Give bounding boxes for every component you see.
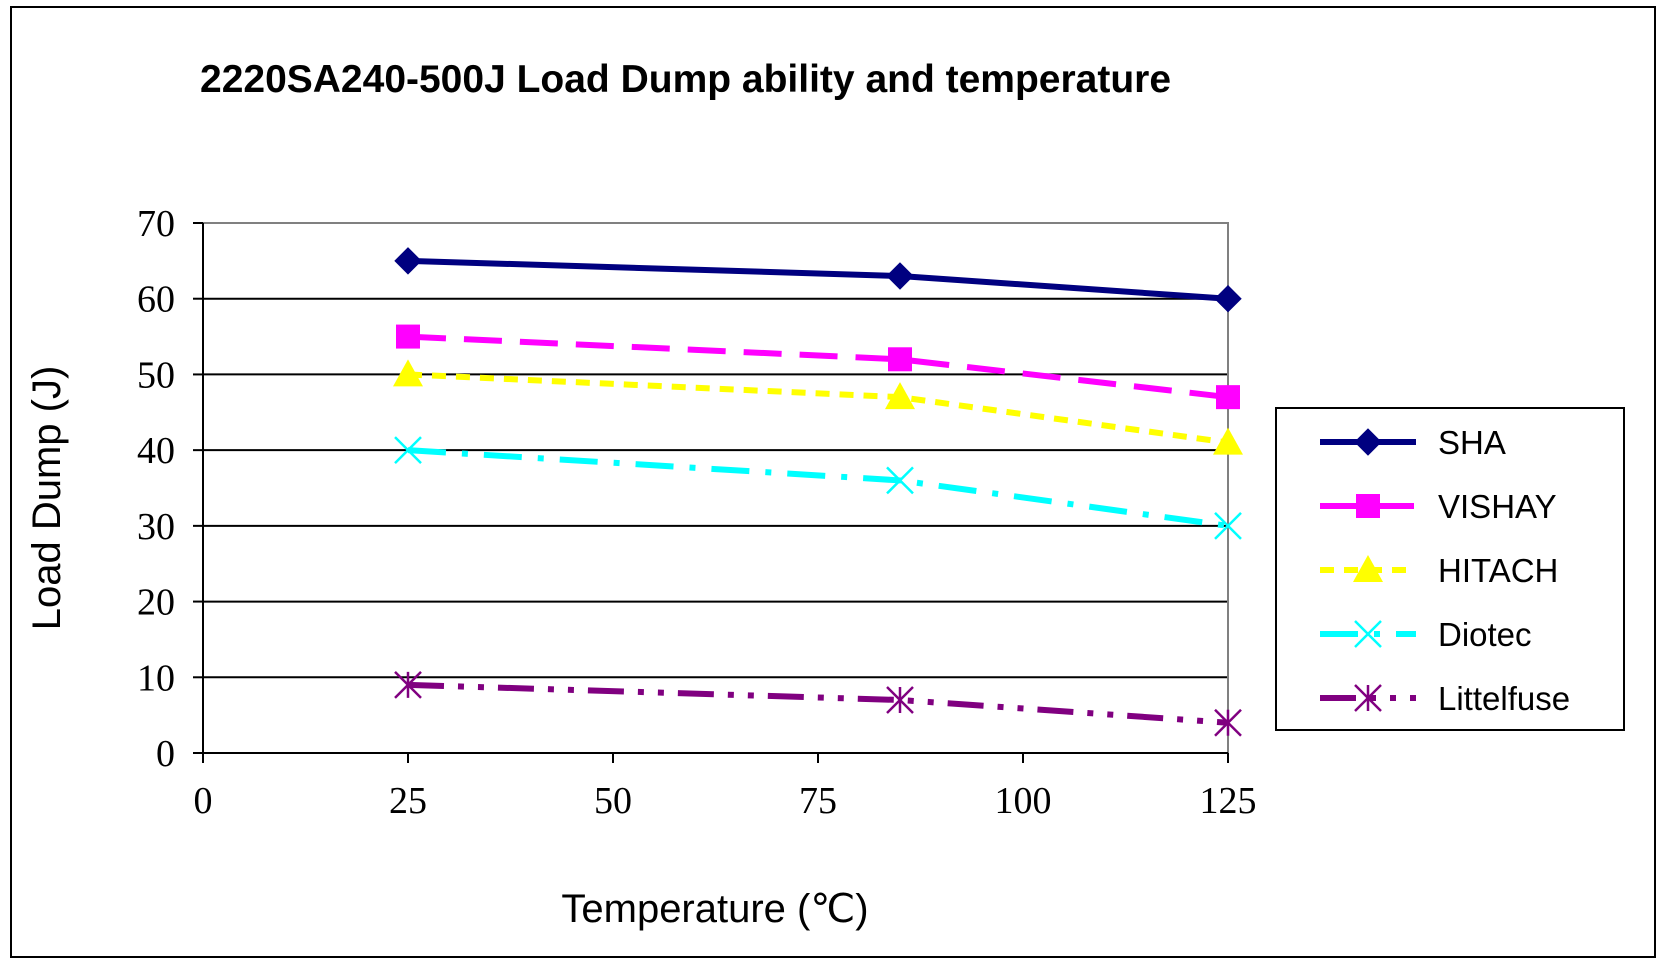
plot-area bbox=[202, 222, 1229, 754]
data-point-diotec bbox=[1214, 511, 1242, 540]
data-point-diotec bbox=[886, 466, 914, 495]
y-axis-title: Load Dump (J) bbox=[25, 366, 69, 631]
legend-marker-vishay bbox=[1356, 494, 1380, 518]
x-tick-label: 100 bbox=[995, 780, 1052, 822]
y-tick-label: 50 bbox=[137, 354, 175, 396]
legend: SHA VISHAY HITACH Diotec Littelfuse bbox=[1275, 407, 1625, 731]
x-tick-label: 0 bbox=[194, 780, 213, 822]
data-point-hitach bbox=[1213, 427, 1243, 455]
series-line-littelfuse bbox=[407, 681, 1229, 726]
legend-label-hitach: HITACH bbox=[1438, 552, 1558, 589]
data-point-littelfuse bbox=[886, 686, 914, 714]
y-tick-label: 10 bbox=[137, 657, 175, 699]
data-point-vishay bbox=[888, 347, 912, 372]
data-point-vishay bbox=[1216, 385, 1240, 410]
data-point-hitach bbox=[393, 359, 423, 387]
legend-marker-sha bbox=[1354, 428, 1382, 456]
y-tick-label: 30 bbox=[137, 506, 175, 548]
series-line-sha bbox=[407, 257, 1229, 302]
data-point-sha bbox=[886, 262, 914, 290]
grid-lines bbox=[203, 222, 1228, 679]
x-axis-title: Temperature (℃) bbox=[561, 887, 868, 931]
data-point-diotec bbox=[394, 436, 422, 465]
legend-label-diotec: Diotec bbox=[1438, 616, 1532, 653]
legend-label-sha: SHA bbox=[1438, 424, 1506, 461]
legend-label-vishay: VISHAY bbox=[1438, 488, 1557, 525]
series-lines bbox=[393, 247, 1243, 737]
data-point-sha bbox=[394, 247, 422, 275]
y-tick-label: 60 bbox=[137, 279, 175, 321]
x-tick-label: 50 bbox=[594, 780, 632, 822]
x-tick-label: 25 bbox=[389, 780, 427, 822]
y-tick-label: 20 bbox=[137, 582, 175, 624]
y-tick-label: 0 bbox=[156, 733, 175, 775]
series-line-vishay bbox=[407, 333, 1229, 401]
y-tick-label: 70 bbox=[137, 203, 175, 245]
data-point-vishay bbox=[396, 324, 420, 349]
y-tick-label: 40 bbox=[137, 430, 175, 472]
x-tick-label: 75 bbox=[799, 780, 837, 822]
series-line-diotec bbox=[407, 447, 1229, 529]
legend-marker-hitach bbox=[1353, 555, 1383, 582]
chart-title: 2220SA240-500J Load Dump ability and tem… bbox=[200, 58, 1171, 101]
data-point-hitach bbox=[885, 382, 915, 410]
legend-marker-littelfuse bbox=[1354, 684, 1382, 712]
legend-label-littelfuse: Littelfuse bbox=[1438, 680, 1570, 717]
legend-marker-diotec bbox=[1354, 620, 1382, 648]
x-tick-label: 125 bbox=[1200, 780, 1257, 822]
data-point-sha bbox=[1214, 285, 1242, 313]
data-point-littelfuse bbox=[394, 670, 422, 699]
data-point-littelfuse bbox=[1214, 708, 1242, 737]
tick-labels: 0 10 20 30 40 50 60 70 0 25 50 75 100 125 bbox=[137, 203, 1257, 822]
axes bbox=[193, 222, 1229, 763]
